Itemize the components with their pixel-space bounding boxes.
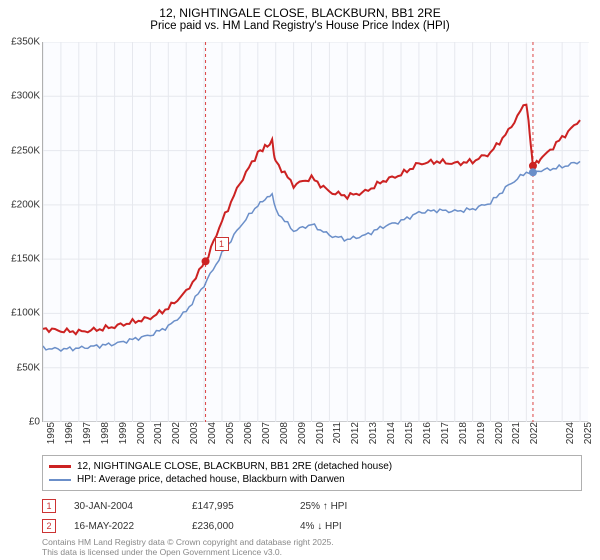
sale-date: 30-JAN-2004 <box>74 501 174 512</box>
x-tick-label: 1996 <box>64 422 75 452</box>
x-tick-label: 2018 <box>458 422 469 452</box>
title-address: 12, NIGHTINGALE CLOSE, BLACKBURN, BB1 2R… <box>0 6 600 20</box>
x-tick-label: 2016 <box>422 422 433 452</box>
sale-delta: 4% ↓ HPI <box>300 521 420 532</box>
x-tick-label: 2025 <box>583 422 594 452</box>
sale-row: 1 30-JAN-2004 £147,995 25% ↑ HPI <box>42 496 582 516</box>
y-tick-label: £50K <box>2 362 40 373</box>
sale-marker-box-1: 1 <box>215 237 229 251</box>
chart-container: 12, NIGHTINGALE CLOSE, BLACKBURN, BB1 2R… <box>0 0 600 560</box>
x-tick-label: 2011 <box>332 422 343 452</box>
sale-index-box: 2 <box>42 519 56 533</box>
y-tick-label: £150K <box>2 254 40 265</box>
x-tick-label: 1997 <box>82 422 93 452</box>
x-tick-label: 2003 <box>189 422 200 452</box>
copyright-notice: Contains HM Land Registry data © Crown c… <box>42 538 334 558</box>
chart-svg <box>43 42 589 422</box>
x-tick-label: 2002 <box>171 422 182 452</box>
legend-swatch <box>49 479 71 481</box>
x-tick-label: 2012 <box>350 422 361 452</box>
y-tick-label: £300K <box>2 91 40 102</box>
x-tick-label: 2010 <box>315 422 326 452</box>
legend-row: HPI: Average price, detached house, Blac… <box>49 473 575 486</box>
x-tick-label: 2007 <box>261 422 272 452</box>
sale-price: £236,000 <box>192 521 282 532</box>
x-tick-label: 2014 <box>386 422 397 452</box>
legend-label: 12, NIGHTINGALE CLOSE, BLACKBURN, BB1 2R… <box>77 461 392 472</box>
y-tick-label: £0 <box>2 417 40 428</box>
x-tick-label: 2021 <box>511 422 522 452</box>
legend-row: 12, NIGHTINGALE CLOSE, BLACKBURN, BB1 2R… <box>49 460 575 473</box>
legend: 12, NIGHTINGALE CLOSE, BLACKBURN, BB1 2R… <box>42 455 582 491</box>
copyright-line2: This data is licensed under the Open Gov… <box>42 547 282 557</box>
x-tick-label: 2017 <box>440 422 451 452</box>
x-tick-label: 2009 <box>297 422 308 452</box>
sales-table: 1 30-JAN-2004 £147,995 25% ↑ HPI 2 16-MAY-202… <box>42 496 582 536</box>
y-tick-label: £250K <box>2 145 40 156</box>
y-tick-label: £350K <box>2 37 40 48</box>
x-tick-label: 2015 <box>404 422 415 452</box>
sale-point-1 <box>202 257 210 265</box>
copyright-line1: Contains HM Land Registry data © Crown c… <box>42 537 334 547</box>
hpi-marker-dot <box>529 168 537 176</box>
legend-swatch <box>49 465 71 468</box>
legend-label: HPI: Average price, detached house, Blac… <box>77 474 345 485</box>
title-subtitle: Price paid vs. HM Land Registry's House … <box>0 20 600 32</box>
x-tick-label: 2022 <box>529 422 540 452</box>
sale-row: 2 16-MAY-2022 £236,000 4% ↓ HPI <box>42 516 582 536</box>
x-tick-label: 2005 <box>225 422 236 452</box>
x-tick-label: 2000 <box>136 422 147 452</box>
sale-delta: 25% ↑ HPI <box>300 501 420 512</box>
x-tick-label: 1998 <box>100 422 111 452</box>
x-tick-label: 2004 <box>207 422 218 452</box>
x-tick-label: 1995 <box>46 422 57 452</box>
x-tick-label: 2024 <box>565 422 576 452</box>
x-tick-label: 2006 <box>243 422 254 452</box>
x-tick-label: 2013 <box>368 422 379 452</box>
x-tick-label: 1999 <box>118 422 129 452</box>
title-block: 12, NIGHTINGALE CLOSE, BLACKBURN, BB1 2R… <box>0 0 600 34</box>
chart-plot-area <box>42 42 588 422</box>
y-tick-label: £100K <box>2 308 40 319</box>
x-tick-label: 2008 <box>279 422 290 452</box>
sale-date: 16-MAY-2022 <box>74 521 174 532</box>
y-tick-label: £200K <box>2 199 40 210</box>
x-tick-label: 2020 <box>494 422 505 452</box>
x-tick-label: 2001 <box>153 422 164 452</box>
x-tick-label: 2019 <box>476 422 487 452</box>
sale-index-box: 1 <box>42 499 56 513</box>
sale-price: £147,995 <box>192 501 282 512</box>
